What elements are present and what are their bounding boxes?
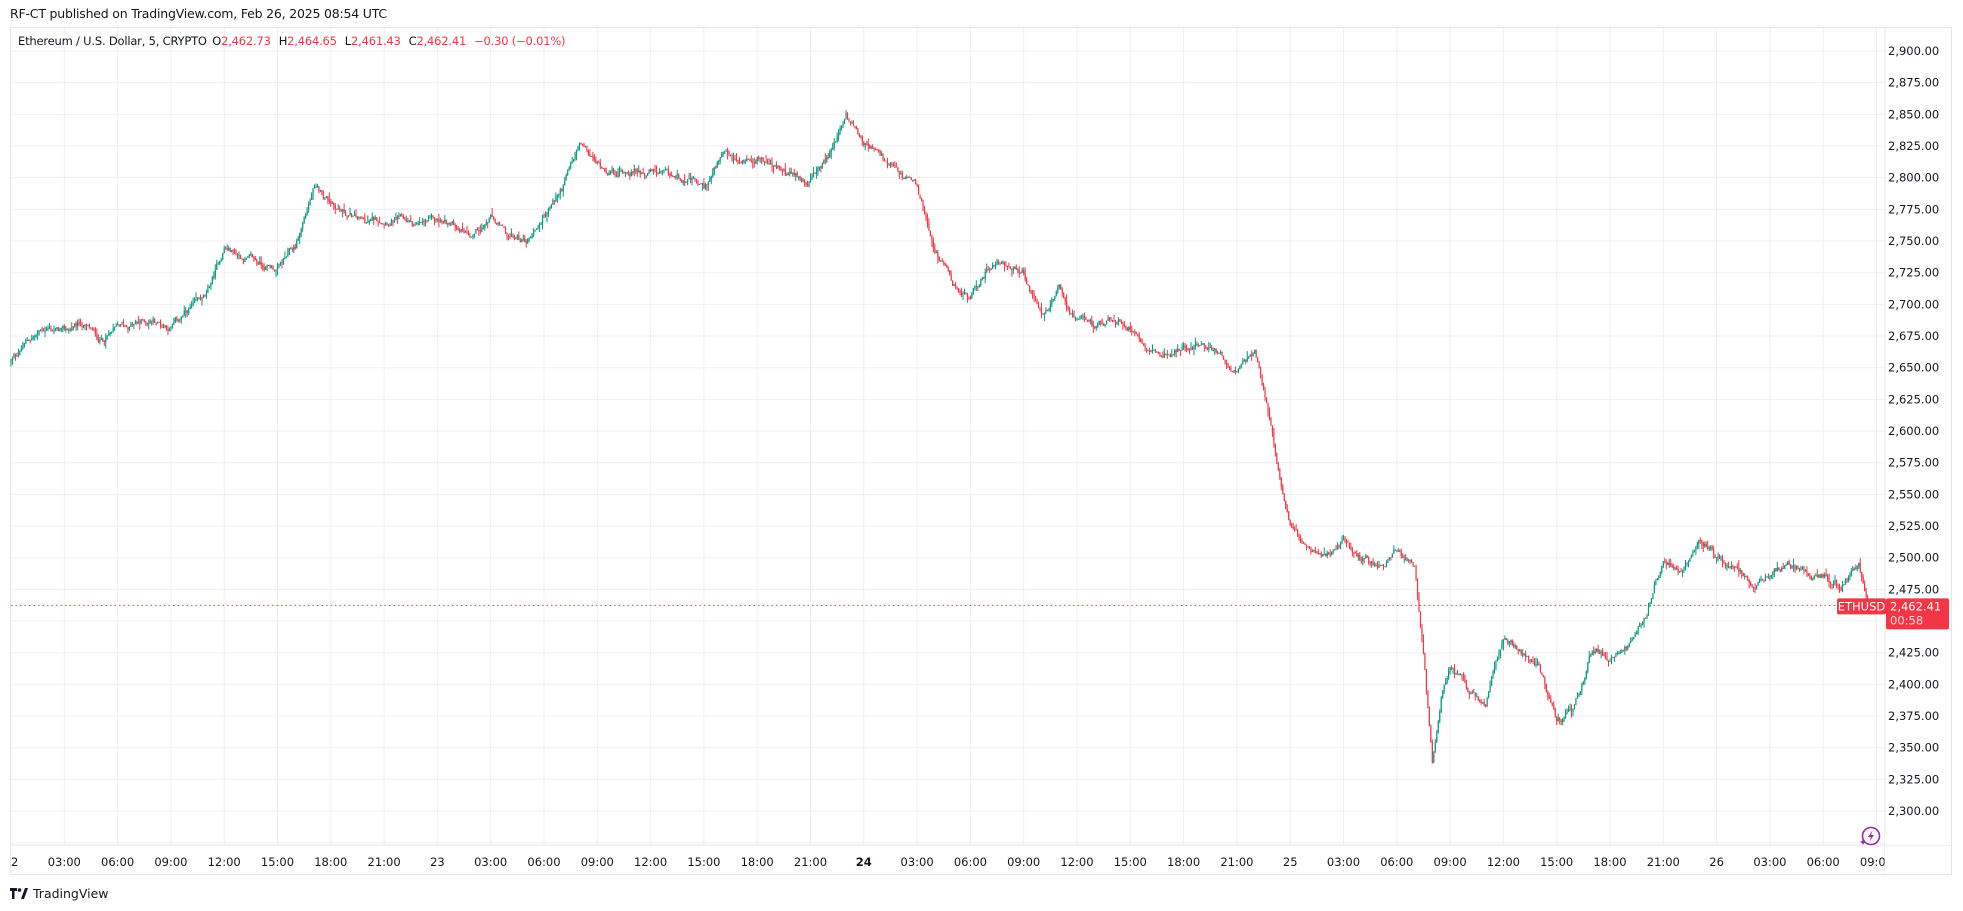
time-axis-label: 18:00 [314, 855, 347, 869]
price-axis-label: 2,575.00 [1888, 456, 1939, 470]
price-axis-label: 2,550.00 [1888, 487, 1939, 501]
price-axis-label: 2,850.00 [1888, 107, 1939, 121]
published-caption: RF-CT published on TradingView.com, Feb … [10, 6, 387, 21]
close-value: 2,462.41 [416, 34, 467, 48]
price-axis-label: 2,525.00 [1888, 519, 1939, 533]
price-axis-label: 2,475.00 [1888, 582, 1939, 596]
time-axis-label: 21:00 [1647, 855, 1680, 869]
open-value: 2,462.73 [221, 34, 271, 48]
time-axis-label: 06:00 [101, 855, 134, 869]
chart-frame [10, 27, 1952, 875]
grid [11, 28, 1885, 845]
time-axis-label: 18:00 [1167, 855, 1200, 869]
time-axis-label: 26 [1709, 855, 1724, 869]
time-axis-label: 03:00 [901, 855, 934, 869]
price-axis-label: 2,800.00 [1888, 171, 1939, 185]
time-axis-label: 12:00 [1060, 855, 1093, 869]
price-axis-label: 2,700.00 [1888, 297, 1939, 311]
time-axis-label: 21:00 [794, 855, 827, 869]
time-axis-label: 06:00 [527, 855, 560, 869]
price-axis-label: 2,300.00 [1888, 804, 1939, 818]
high-value: 2,464.65 [287, 34, 337, 48]
time-axis-label: 03:00 [1753, 855, 1786, 869]
tradingview-logo[interactable]: TradingView [10, 886, 109, 901]
price-axis-label: 2,775.00 [1888, 202, 1939, 216]
tradingview-logo-icon [10, 888, 28, 899]
ticker-tag: ETHUSD [1837, 598, 1886, 615]
time-axis-label: 24 [856, 855, 872, 869]
time-axis-label: 21:00 [1220, 855, 1253, 869]
price-axis-label: 2,900.00 [1888, 44, 1939, 58]
symbol-legend: Ethereum / U.S. Dollar, 5, CRYPTO O2,462… [18, 34, 573, 48]
time-axis-label: 06:00 [1380, 855, 1413, 869]
time-axis-label: 06:00 [1807, 855, 1840, 869]
time-axis-label: 15:00 [261, 855, 294, 869]
time-axis-label: 21:00 [368, 855, 401, 869]
price-axis-label: 2,875.00 [1888, 76, 1939, 90]
time-axis-label: 12:00 [208, 855, 241, 869]
time-axis-label: 09:00 [154, 855, 187, 869]
time-axis-label: 15:00 [1114, 855, 1147, 869]
lightning-replay-icon[interactable] [1857, 824, 1883, 850]
time-axis-label: 03:00 [1327, 855, 1360, 869]
open-label: O [212, 34, 222, 48]
price-axis-label: 2,750.00 [1888, 234, 1939, 248]
close-label: C [408, 34, 417, 48]
time-axis-label: 09:00 [1007, 855, 1040, 869]
low-value: 2,461.43 [351, 34, 401, 48]
time-axis-label: 2 [11, 855, 18, 869]
low-label: L [344, 34, 352, 48]
time-axis-label: 03:00 [474, 855, 507, 869]
time-axis-label: 18:00 [741, 855, 774, 869]
change-value: −0.30 (−0.01%) [474, 34, 566, 48]
price-axis-label: 2,375.00 [1888, 709, 1939, 723]
price-axis-label: 2,500.00 [1888, 551, 1939, 565]
time-axis-label: 09:00 [581, 855, 614, 869]
time-axis-label: 12:00 [1487, 855, 1520, 869]
tradingview-brand: TradingView [33, 886, 109, 901]
time-axis-label: 23 [430, 855, 445, 869]
candles [10, 109, 1870, 764]
last-price-value: 2,462.41 [1890, 599, 1941, 613]
time-axis-label: 03:00 [48, 855, 81, 869]
price-axis-label: 2,325.00 [1888, 772, 1939, 786]
high-label: H [278, 34, 288, 48]
time-axis-label: 15:00 [1540, 855, 1573, 869]
price-axis-label: 2,350.00 [1888, 741, 1939, 755]
price-axis-label: 2,650.00 [1888, 361, 1939, 375]
time-axis-label: 25 [1283, 855, 1298, 869]
price-axis-label: 2,400.00 [1888, 677, 1939, 691]
price-axis-label: 2,675.00 [1888, 329, 1939, 343]
bar-countdown: 00:58 [1890, 613, 1923, 627]
time-axis-label: 12:00 [634, 855, 667, 869]
time-axis-label: 18:00 [1593, 855, 1626, 869]
price-axis-label: 2,825.00 [1888, 139, 1939, 153]
time-axis-label: 09:00 [1434, 855, 1467, 869]
time-axis-label: 15:00 [687, 855, 720, 869]
price-axis-label: 2,600.00 [1888, 424, 1939, 438]
symbol-name[interactable]: Ethereum / U.S. Dollar, 5, CRYPTO [18, 34, 207, 48]
price-axis-label: 2,725.00 [1888, 266, 1939, 280]
price-axis-label: 2,625.00 [1888, 392, 1939, 406]
time-axis-label: 06:00 [954, 855, 987, 869]
price-axis-label: 2,425.00 [1888, 646, 1939, 660]
ticker-tag-label: ETHUSD [1838, 599, 1886, 613]
